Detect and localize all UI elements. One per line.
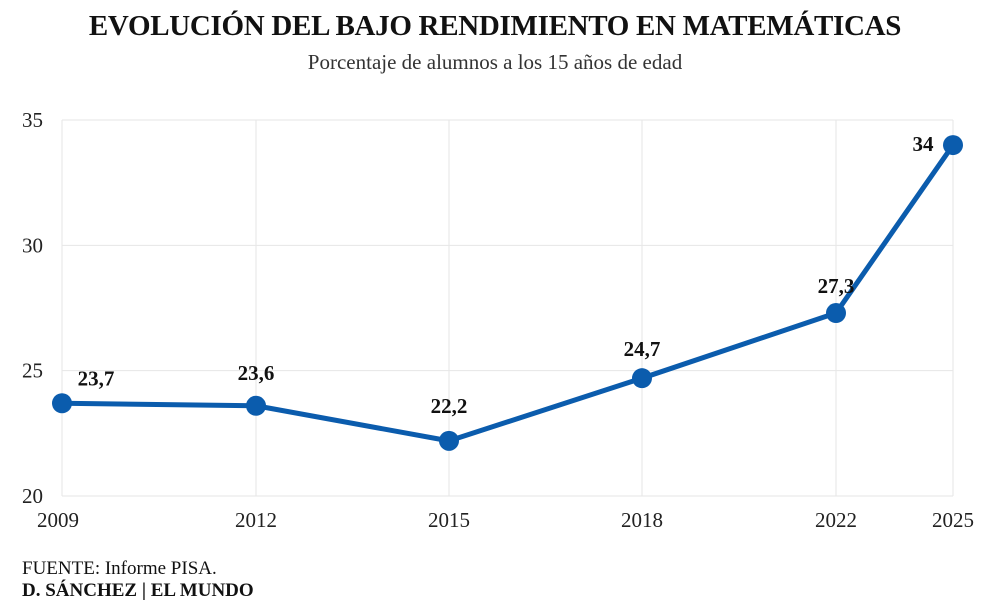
data-label: 27,3 — [818, 274, 855, 298]
data-point — [826, 303, 846, 324]
y-tick-label: 25 — [22, 359, 43, 383]
y-tick-label: 35 — [22, 108, 43, 132]
data-point — [52, 393, 72, 414]
series-line — [59, 142, 956, 444]
x-tick-label: 2012 — [235, 508, 277, 532]
source-note: FUENTE: Informe PISA. — [22, 558, 217, 579]
data-point — [943, 135, 963, 156]
data-label: 34 — [913, 132, 935, 156]
x-tick-label: 2009 — [37, 508, 79, 532]
x-tick-label: 2022 — [815, 508, 857, 532]
chart-title: EVOLUCIÓN DEL BAJO RENDIMIENTO EN MATEMÁ… — [88, 10, 902, 42]
y-tick-label: 30 — [22, 233, 43, 257]
data-label: 24,7 — [624, 337, 661, 361]
data-label: 22,2 — [431, 394, 468, 418]
data-point — [439, 430, 459, 451]
data-point — [246, 395, 266, 416]
y-tick-label: 20 — [22, 484, 43, 508]
x-tick-label: 2018 — [621, 508, 663, 532]
x-tick-label: 2015 — [428, 508, 470, 532]
data-label: 23,6 — [238, 361, 275, 385]
x-tick-label: 2025 — [932, 508, 974, 532]
data-point — [632, 368, 652, 389]
author-credit: D. SÁNCHEZ | EL MUNDO — [22, 580, 254, 601]
data-label: 23,7 — [78, 366, 115, 390]
chart-subtitle: Porcentaje de alumnos a los 15 años de e… — [307, 50, 683, 74]
